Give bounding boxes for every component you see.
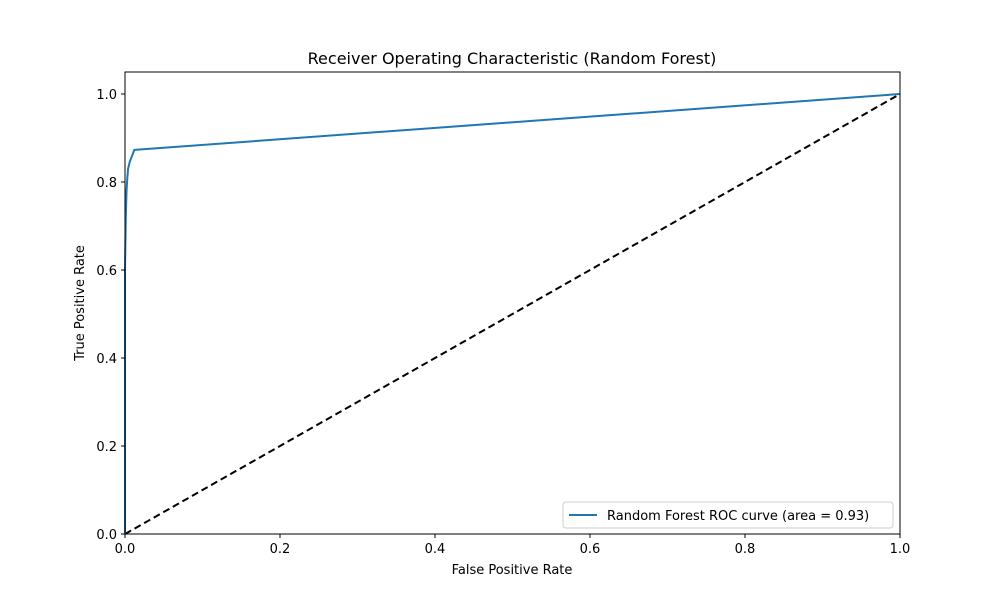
diagonal-reference-line (124, 93, 901, 535)
plot-frame (124, 71, 901, 535)
x-tick-label: 0.2 (270, 542, 291, 557)
y-tick-label: 0.6 (96, 264, 117, 279)
plot-area: 0.0 0.2 0.4 0.6 0.8 1.0 0.0 0.2 0.4 0.6 0.8 1.0 (96, 71, 911, 557)
y-tick-label: 0.0 (96, 528, 117, 543)
x-tick-label: 1.0 (890, 542, 911, 557)
x-tick-label: 0.8 (735, 542, 756, 557)
x-tick-label: 0.4 (425, 542, 446, 557)
y-tick-label: 1.0 (96, 88, 117, 103)
x-axis-label: False Positive Rate (452, 563, 573, 578)
chart-title: Receiver Operating Characteristic (Rando… (308, 49, 717, 68)
y-axis-label: True Positive Rate (73, 245, 88, 362)
x-tick-label: 0.6 (580, 542, 601, 557)
y-tick-label: 0.4 (96, 352, 117, 367)
y-tick-label: 0.2 (96, 440, 117, 455)
x-tick-label: 0.0 (115, 542, 136, 557)
legend-label: Random Forest ROC curve (area = 0.93) (607, 509, 869, 524)
legend: Random Forest ROC curve (area = 0.93) (562, 501, 894, 529)
legend-box (562, 501, 894, 529)
y-tick-label: 0.8 (96, 176, 117, 191)
